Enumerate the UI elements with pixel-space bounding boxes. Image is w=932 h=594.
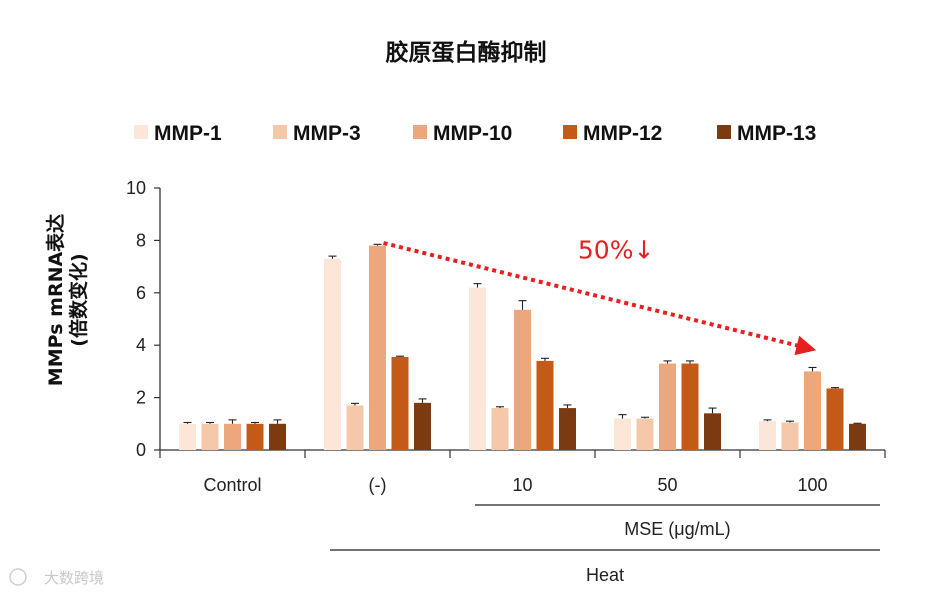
bar-mmp-10-4 bbox=[804, 371, 821, 450]
bar-mmp-13-3 bbox=[704, 413, 721, 450]
watermark: 大数跨境 bbox=[9, 568, 104, 587]
legend-swatch-mmp-13 bbox=[717, 125, 731, 139]
bar-mmp-10-2 bbox=[514, 309, 531, 450]
watermark-text: 大数跨境 bbox=[44, 569, 104, 587]
bar-mmp-3-2 bbox=[491, 408, 509, 450]
group-labels: MSE (μg/mL) Heat bbox=[330, 504, 880, 585]
bar-mmp-3-1 bbox=[346, 405, 364, 450]
legend-swatch-mmp-12 bbox=[563, 125, 577, 139]
bar-mmp-1-3 bbox=[614, 418, 631, 450]
bar-mmp-13-2 bbox=[559, 408, 576, 450]
legend-label-mmp-3: MMP-3 bbox=[293, 122, 361, 145]
legend-label-mmp-1: MMP-1 bbox=[154, 122, 222, 145]
y-axis-label: MMPs mRNA表达 (倍数变化) bbox=[44, 214, 90, 386]
y-axis-label-line1: MMPs mRNA表达 bbox=[44, 214, 67, 386]
group-label: Heat bbox=[586, 565, 624, 585]
legend-swatch-mmp-3 bbox=[273, 125, 287, 139]
bar-mmp-1-4 bbox=[759, 421, 776, 450]
x-category-label: Control bbox=[203, 475, 261, 495]
bar-mmp-1-1 bbox=[324, 258, 341, 450]
x-category-label: 50 bbox=[657, 475, 677, 495]
chart-title: 胶原蛋白酶抑制 bbox=[386, 39, 547, 66]
legend-label-mmp-10: MMP-10 bbox=[433, 122, 512, 145]
y-tick-label: 0 bbox=[136, 440, 146, 460]
bar-mmp-13-1 bbox=[414, 402, 431, 450]
bar-mmp-3-3 bbox=[636, 418, 654, 450]
bar-mmp-13-0 bbox=[269, 423, 286, 450]
x-category-label: 100 bbox=[797, 475, 827, 495]
bar-mmp-10-0 bbox=[224, 423, 241, 450]
bar-mmp-3-4 bbox=[781, 422, 799, 450]
y-axis-label-line2: (倍数变化) bbox=[67, 253, 90, 346]
y-tick-label: 4 bbox=[136, 335, 146, 355]
bar-mmp-1-0 bbox=[179, 423, 196, 450]
watermark-logo-icon bbox=[9, 568, 27, 586]
legend-label-mmp-12: MMP-12 bbox=[583, 122, 662, 145]
bar-mmp-12-1 bbox=[391, 356, 409, 450]
bar-mmp-13-4 bbox=[849, 423, 866, 450]
annotation-arrow bbox=[383, 241, 817, 356]
bar-mmp-12-2 bbox=[536, 360, 554, 450]
bars-group bbox=[179, 243, 866, 450]
bar-mmp-12-0 bbox=[246, 423, 264, 450]
legend-swatch-mmp-1 bbox=[134, 125, 148, 139]
bar-mmp-12-4 bbox=[826, 388, 844, 450]
y-tick-label: 8 bbox=[136, 230, 146, 250]
legend: MMP-1 MMP-3 MMP-10 MMP-12 MMP-13 bbox=[134, 122, 816, 145]
annotation-label: 50%↓ bbox=[578, 236, 655, 265]
legend-swatch-mmp-10 bbox=[413, 125, 427, 139]
y-tick-label: 6 bbox=[136, 283, 146, 303]
bar-mmp-12-3 bbox=[681, 363, 699, 450]
bar-mmp-10-1 bbox=[369, 245, 386, 450]
bar-mmp-1-2 bbox=[469, 287, 486, 450]
annotation: 50%↓ bbox=[383, 236, 817, 356]
y-tick-label: 10 bbox=[126, 178, 146, 198]
group-label: MSE (μg/mL) bbox=[624, 519, 730, 539]
bar-mmp-10-3 bbox=[659, 363, 676, 450]
y-tick-label: 2 bbox=[136, 388, 146, 408]
bar-mmp-3-0 bbox=[201, 423, 219, 450]
legend-label-mmp-13: MMP-13 bbox=[737, 122, 816, 145]
x-category-label: (-) bbox=[369, 475, 387, 495]
x-category-label: 10 bbox=[512, 475, 532, 495]
